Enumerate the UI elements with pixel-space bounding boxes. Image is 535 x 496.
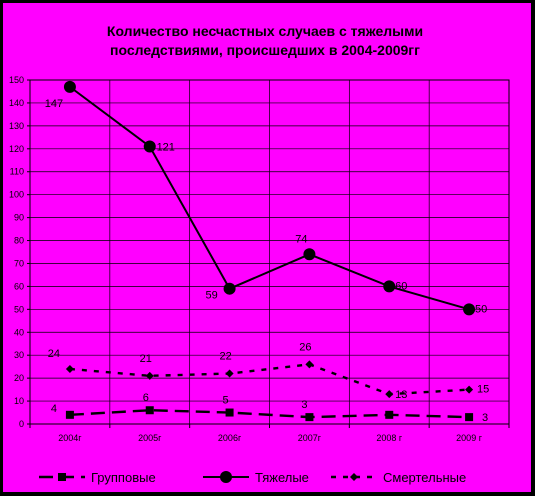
series-2-data-label-0: 24 — [48, 348, 60, 360]
series-1-point-0 — [64, 81, 76, 93]
y-tick-label-90: 90 — [14, 213, 24, 223]
legend-item-2: Смертельные — [331, 470, 466, 485]
legend-label-1: Тяжелые — [255, 470, 309, 485]
series-0-point-2 — [226, 409, 234, 417]
series-1-point-1 — [144, 141, 156, 153]
chart-legend: Групповые Тяжелые Смертельные — [39, 470, 466, 485]
chart-title-line-1: Количество несчастных случаев с тяжелыми — [107, 23, 423, 39]
y-tick-label-30: 30 — [14, 350, 24, 360]
legend-marker-0 — [58, 473, 66, 481]
series-0-point-5 — [465, 413, 473, 421]
series-1-data-label-5: 50 — [475, 303, 487, 315]
y-tick-label-130: 130 — [9, 121, 24, 131]
series-2-data-label-3: 26 — [299, 341, 311, 353]
x-tick-label-5: 2009 г — [456, 433, 483, 443]
series-0-data-label-2: 5 — [223, 395, 229, 407]
series-2: 24 21 22 26 13 15 — [48, 341, 489, 401]
series-2-point-4 — [385, 390, 393, 398]
legend-marker-2 — [350, 473, 358, 481]
series-1-point-4 — [383, 280, 395, 292]
series-1-data-label-2: 59 — [205, 290, 217, 302]
x-tick-label-0: 2004г — [58, 433, 82, 443]
y-tick-label-120: 120 — [9, 144, 24, 154]
series-2-point-1 — [146, 372, 154, 380]
series-0-point-1 — [146, 406, 154, 414]
x-tick-label-2: 2006г — [218, 433, 242, 443]
y-tick-label-50: 50 — [14, 304, 24, 314]
series-2-data-label-4: 13 — [395, 389, 407, 401]
chart-frame: Количество несчастных случаев с тяжелыми… — [3, 3, 531, 492]
y-tick-label-80: 80 — [14, 236, 24, 246]
series-0-data-label-0: 4 — [51, 403, 57, 415]
x-tick-label-1: 2005г — [138, 433, 162, 443]
series-0-data-label-1: 6 — [143, 392, 149, 404]
chart-title: Количество несчастных случаев с тяжелыми… — [107, 23, 423, 58]
series-1-data-label-1: 121 — [157, 142, 175, 154]
legend-label-2: Смертельные — [383, 470, 466, 485]
series-2-data-label-5: 15 — [477, 384, 489, 396]
legend-label-0: Групповые — [91, 470, 156, 485]
series-0-point-4 — [385, 411, 393, 419]
series-0-point-3 — [305, 413, 313, 421]
y-tick-label-20: 20 — [14, 373, 24, 383]
y-tick-label-60: 60 — [14, 281, 24, 291]
series-1-data-label-3: 74 — [295, 233, 307, 245]
y-tick-label-0: 0 — [19, 419, 24, 429]
series-2-point-0 — [66, 365, 74, 373]
legend-item-0: Групповые — [39, 470, 156, 485]
series-0-point-0 — [66, 411, 74, 419]
series-2-point-2 — [226, 370, 234, 378]
series-1-data-label-0: 147 — [45, 98, 63, 110]
series-0-data-label-5: 3 — [482, 412, 488, 424]
series-2-point-5 — [465, 386, 473, 394]
series-2-point-3 — [305, 360, 313, 368]
y-tick-label-150: 150 — [9, 75, 24, 85]
chart-title-line-2: последствиями, происшедших в 2004-2009гг — [110, 42, 420, 58]
y-tick-label-40: 40 — [14, 327, 24, 337]
series-1-point-5 — [463, 303, 475, 315]
series-2-data-label-2: 22 — [219, 351, 231, 363]
series-2-data-label-1: 21 — [140, 353, 152, 365]
x-tick-label-3: 2007г — [298, 433, 322, 443]
series-1: 147 121 59 74 60 50 — [45, 81, 487, 315]
series-1-point-2 — [224, 283, 236, 295]
chart-svg: Количество несчастных случаев с тяжелыми… — [3, 3, 531, 492]
y-tick-label-110: 110 — [10, 167, 24, 177]
y-tick-label-70: 70 — [14, 258, 24, 268]
y-tick-label-140: 140 — [9, 98, 24, 108]
y-tick-label-100: 100 — [9, 190, 24, 200]
x-tick-label-4: 2008 г — [376, 433, 403, 443]
legend-item-1: Тяжелые — [203, 470, 309, 485]
legend-marker-1 — [220, 471, 232, 483]
plot-area: 0 10 20 30 40 50 60 70 80 90 100 110 120 130 140 150 200… — [9, 75, 509, 443]
series-1-data-label-4: 60 — [395, 280, 407, 292]
series-0-data-label-3: 3 — [301, 399, 307, 411]
series-1-point-3 — [303, 248, 315, 260]
y-tick-label-10: 10 — [14, 396, 24, 406]
